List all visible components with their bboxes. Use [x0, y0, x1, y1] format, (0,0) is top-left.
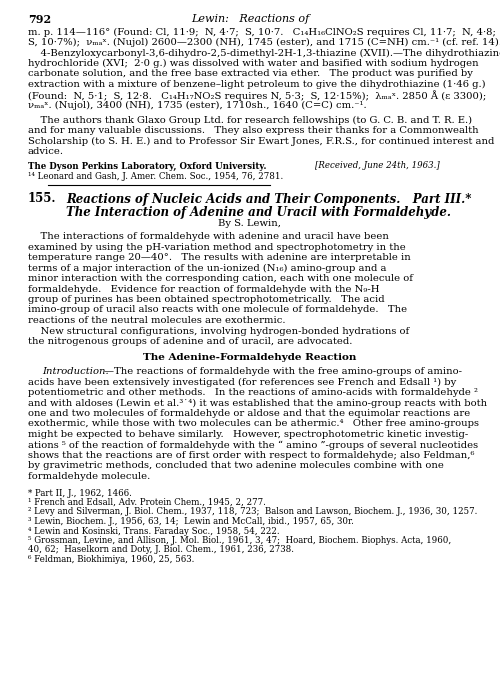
Text: shows that the reactions are of first order with respect to formaldehyde; also F: shows that the reactions are of first or…: [28, 451, 474, 460]
Text: 40, 62;  Haselkorn and Doty, J. Biol. Chem., 1961, 236, 2738.: 40, 62; Haselkorn and Doty, J. Biol. Che…: [28, 545, 294, 555]
Text: reactions of the neutral molecules are exothermic.: reactions of the neutral molecules are e…: [28, 316, 285, 325]
Text: the nitrogenous groups of adenine and of uracil, are advocated.: the nitrogenous groups of adenine and of…: [28, 337, 352, 346]
Text: and with aldoses (Lewin et al.³˙⁴) it was established that the amino-group react: and with aldoses (Lewin et al.³˙⁴) it wa…: [28, 399, 487, 407]
Text: New structural configurations, involving hydrogen-bonded hydrations of: New structural configurations, involving…: [28, 327, 409, 335]
Text: ⁵ Grossman, Levine, and Allison, J. Mol. Biol., 1961, 3, 47;  Hoard, Biochem. Bi: ⁵ Grossman, Levine, and Allison, J. Mol.…: [28, 536, 451, 545]
Text: ⁴ Lewin and Kosinski, Trans. Faraday Soc., 1958, 54, 222.: ⁴ Lewin and Kosinski, Trans. Faraday Soc…: [28, 526, 280, 536]
Text: 792: 792: [28, 14, 51, 25]
Text: formaldehyde.   Evidence for reaction of formaldehyde with the N₉-H: formaldehyde. Evidence for reaction of f…: [28, 285, 380, 293]
Text: ² Levy and Silverman, J. Biol. Chem., 1937, 118, 723;  Balson and Lawson, Bioche: ² Levy and Silverman, J. Biol. Chem., 19…: [28, 507, 477, 517]
Text: —The reactions of formaldehyde with the free amino-groups of amino-: —The reactions of formaldehyde with the …: [104, 367, 462, 376]
Text: The interactions of formaldehyde with adenine and uracil have been: The interactions of formaldehyde with ad…: [28, 232, 389, 241]
Text: one and two molecules of formaldehyde or aldose and that the equimolar reactions: one and two molecules of formaldehyde or…: [28, 409, 470, 418]
Text: S, 10·7%);  νₘₐˣ. (Nujol) 2600—2300 (NH), 1745 (ester), and 1715 (C=NH) cm.⁻¹ (c: S, 10·7%); νₘₐˣ. (Nujol) 2600—2300 (NH),…: [28, 38, 500, 47]
Text: acids have been extensively investigated (for references see French and Edsall ¹: acids have been extensively investigated…: [28, 378, 456, 386]
Text: ⁶ Feldman, Biokhimiya, 1960, 25, 563.: ⁶ Feldman, Biokhimiya, 1960, 25, 563.: [28, 555, 194, 564]
Text: carbonate solution, and the free base extracted via ether.   The product was pur: carbonate solution, and the free base ex…: [28, 69, 473, 79]
Text: might be expected to behave similarly.   However, spectrophotometric kinetic inv: might be expected to behave similarly. H…: [28, 430, 468, 439]
Text: Lewin:   Reactions of: Lewin: Reactions of: [191, 14, 309, 24]
Text: ³ Lewin, Biochem. J., 1956, 63, 14;  Lewin and McCall, ibid., 1957, 65, 30r.: ³ Lewin, Biochem. J., 1956, 63, 14; Lewi…: [28, 517, 354, 526]
Text: group of purines has been obtained spectrophotometrically.   The acid: group of purines has been obtained spect…: [28, 295, 384, 304]
Text: νₘₐˣ. (Nujol), 3400 (NH), 1735 (ester), 1710sh., 1640 (C=C) cm.⁻¹.: νₘₐˣ. (Nujol), 3400 (NH), 1735 (ester), …: [28, 101, 366, 110]
Text: imino-group of uracil also reacts with one molecule of formaldehyde.   The: imino-group of uracil also reacts with o…: [28, 306, 407, 314]
Text: The Adenine-Formaldehyde Reaction: The Adenine-Formaldehyde Reaction: [144, 354, 356, 363]
Text: terms of a major interaction of the un-ionized (N₁₆) amino-group and a: terms of a major interaction of the un-i…: [28, 263, 386, 273]
Text: (Found:  N, 5·1;  S, 12·8.   C₁₄H₁₇NO₂S requires N, 5·3;  S, 12·15%);  λₘₐˣ. 285: (Found: N, 5·1; S, 12·8. C₁₄H₁₇NO₂S requ…: [28, 90, 486, 101]
Text: 155.: 155.: [28, 193, 56, 206]
Text: hydrochloride (XVI;  2·0 g.) was dissolved with water and basified with sodium h: hydrochloride (XVI; 2·0 g.) was dissolve…: [28, 59, 478, 68]
Text: m. p. 114—116° (Found: Cl, 11·9;  N, 4·7;  S, 10·7.   C₁₄H₁₆ClNO₂S requires Cl, : m. p. 114—116° (Found: Cl, 11·9; N, 4·7;…: [28, 28, 496, 37]
Text: examined by using the pH-variation method and spectrophotometry in the: examined by using the pH-variation metho…: [28, 242, 406, 251]
Text: By S. Lewin,: By S. Lewin,: [218, 219, 282, 229]
Text: exothermic, while those with two molecules can be athermic.⁴   Other free amino-: exothermic, while those with two molecul…: [28, 420, 479, 428]
Text: Scholarship (to S. H. E.) and to Professor Sir Ewart Jones, F.R.S., for continue: Scholarship (to S. H. E.) and to Profess…: [28, 136, 494, 145]
Text: ations ⁵ of the reaction of formaldehyde with the “ amino ”-groups of several nu: ations ⁵ of the reaction of formaldehyde…: [28, 441, 478, 449]
Text: The Interaction of Adenine and Uracil with Formaldehyde.: The Interaction of Adenine and Uracil wi…: [66, 206, 451, 219]
Text: temperature range 20—40°.   The results with adenine are interpretable in: temperature range 20—40°. The results wi…: [28, 253, 411, 262]
Text: Reactions of Nucleic Acids and Their Components.   Part III.*: Reactions of Nucleic Acids and Their Com…: [66, 193, 472, 206]
Text: Introduction.: Introduction.: [42, 367, 108, 376]
Text: The authors thank Glaxo Group Ltd. for research fellowships (to G. C. B. and T. : The authors thank Glaxo Group Ltd. for r…: [28, 115, 472, 125]
Text: potentiometric and other methods.   In the reactions of amino-acids with formald: potentiometric and other methods. In the…: [28, 388, 478, 397]
Text: minor interaction with the corresponding cation, each with one molecule of: minor interaction with the corresponding…: [28, 274, 413, 283]
Text: extraction with a mixture of benzene–light petroleum to give the dihydrothiazine: extraction with a mixture of benzene–lig…: [28, 80, 485, 89]
Text: The Dyson Perkins Laboratory, Oxford University.: The Dyson Perkins Laboratory, Oxford Uni…: [28, 162, 266, 170]
Text: advice.: advice.: [28, 147, 64, 156]
Text: 4-Benzyloxycarbonyl-3,6-dihydro-2,5-dimethyl-2H-1,3-thiazine (XVII).—The dihydro: 4-Benzyloxycarbonyl-3,6-dihydro-2,5-dime…: [28, 48, 500, 58]
Text: * Part II, J., 1962, 1466.: * Part II, J., 1962, 1466.: [28, 488, 132, 498]
Text: formaldehyde molecule.: formaldehyde molecule.: [28, 472, 150, 481]
Text: [Received, June 24th, 1963.]: [Received, June 24th, 1963.]: [315, 162, 440, 170]
Text: by gravimetric methods, concluded that two adenine molecules combine with one: by gravimetric methods, concluded that t…: [28, 462, 444, 471]
Text: ¹ French and Edsall, Adv. Protein Chem., 1945, 2, 277.: ¹ French and Edsall, Adv. Protein Chem.,…: [28, 498, 266, 507]
Text: ¹⁴ Leonard and Gash, J. Amer. Chem. Soc., 1954, 76, 2781.: ¹⁴ Leonard and Gash, J. Amer. Chem. Soc.…: [28, 172, 283, 181]
Text: and for many valuable discussions.   They also express their thanks for a Common: and for many valuable discussions. They …: [28, 126, 478, 135]
